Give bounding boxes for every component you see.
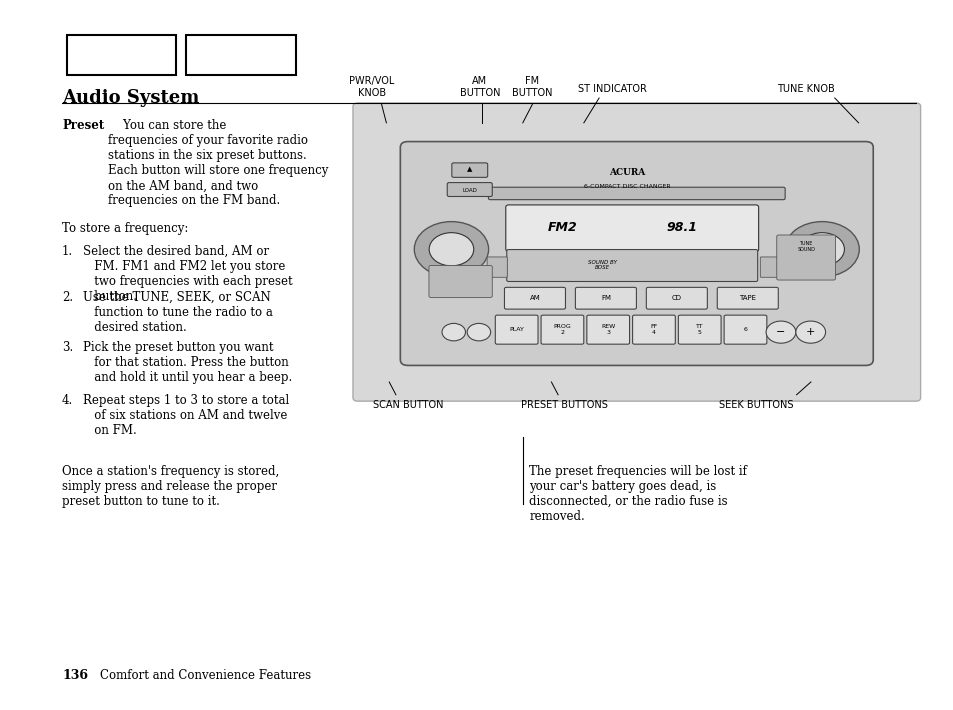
FancyBboxPatch shape bbox=[487, 257, 507, 278]
FancyBboxPatch shape bbox=[575, 288, 636, 309]
Text: PRESET BUTTONS: PRESET BUTTONS bbox=[520, 400, 608, 410]
Text: LOAD: LOAD bbox=[462, 188, 476, 193]
Text: Once a station's frequency is stored,
simply press and release the proper
preset: Once a station's frequency is stored, si… bbox=[62, 465, 279, 508]
FancyBboxPatch shape bbox=[429, 266, 492, 297]
Text: Repeat steps 1 to 3 to store a total
   of six stations on AM and twelve
   on F: Repeat steps 1 to 3 to store a total of … bbox=[83, 394, 289, 437]
FancyBboxPatch shape bbox=[776, 235, 835, 280]
Text: 98.1: 98.1 bbox=[665, 221, 697, 234]
FancyBboxPatch shape bbox=[447, 182, 492, 197]
Text: −: − bbox=[776, 327, 785, 337]
Text: AM
BUTTON: AM BUTTON bbox=[459, 77, 499, 98]
FancyBboxPatch shape bbox=[452, 163, 487, 178]
FancyBboxPatch shape bbox=[505, 205, 758, 251]
Text: ST INDICATOR: ST INDICATOR bbox=[578, 84, 646, 94]
Circle shape bbox=[765, 321, 795, 343]
Text: To store a frequency:: To store a frequency: bbox=[62, 222, 188, 234]
Text: 136: 136 bbox=[62, 669, 88, 682]
Circle shape bbox=[467, 323, 490, 341]
Text: 6-COMPACT DISC CHANGER: 6-COMPACT DISC CHANGER bbox=[584, 184, 670, 189]
Text: PROG
2: PROG 2 bbox=[553, 324, 571, 335]
FancyBboxPatch shape bbox=[632, 315, 675, 344]
Text: PLAY: PLAY bbox=[509, 327, 523, 332]
FancyBboxPatch shape bbox=[353, 103, 920, 401]
FancyBboxPatch shape bbox=[504, 288, 565, 309]
Circle shape bbox=[441, 323, 465, 341]
Text: FF
4: FF 4 bbox=[650, 324, 657, 335]
Text: TUNE
SOUND: TUNE SOUND bbox=[797, 241, 814, 252]
Text: +: + bbox=[805, 327, 815, 337]
Text: Use the TUNE, SEEK, or SCAN
   function to tune the radio to a
   desired statio: Use the TUNE, SEEK, or SCAN function to … bbox=[83, 291, 273, 334]
FancyBboxPatch shape bbox=[495, 315, 537, 344]
Text: ACURA: ACURA bbox=[609, 168, 645, 178]
Text: FM
BUTTON: FM BUTTON bbox=[512, 77, 552, 98]
FancyBboxPatch shape bbox=[717, 288, 778, 309]
Text: 6: 6 bbox=[742, 327, 746, 332]
Text: Select the desired band, AM or
   FM. FM1 and FM2 let you store
   two frequenci: Select the desired band, AM or FM. FM1 a… bbox=[83, 245, 293, 303]
FancyBboxPatch shape bbox=[586, 315, 629, 344]
Bar bbox=[186, 36, 295, 75]
Text: 2.: 2. bbox=[62, 291, 73, 304]
Text: The preset frequencies will be lost if
your car's battery goes dead, is
disconne: The preset frequencies will be lost if y… bbox=[529, 465, 746, 523]
Circle shape bbox=[795, 321, 824, 343]
Text: You can store the
frequencies of your favorite radio
stations in the six preset : You can store the frequencies of your fa… bbox=[108, 119, 328, 207]
Text: 1.: 1. bbox=[62, 245, 73, 258]
Text: ▲: ▲ bbox=[467, 167, 472, 173]
Text: CD: CD bbox=[671, 295, 681, 301]
FancyBboxPatch shape bbox=[506, 249, 757, 281]
Circle shape bbox=[784, 222, 859, 277]
Text: Audio System: Audio System bbox=[62, 89, 199, 106]
Text: Preset: Preset bbox=[62, 119, 104, 132]
Text: FM: FM bbox=[600, 295, 610, 301]
FancyBboxPatch shape bbox=[400, 141, 872, 366]
Text: SOUND BY
BOSE: SOUND BY BOSE bbox=[587, 260, 617, 271]
Text: PWR/VOL
KNOB: PWR/VOL KNOB bbox=[349, 77, 395, 98]
Text: FM2: FM2 bbox=[548, 221, 578, 234]
Circle shape bbox=[429, 233, 474, 266]
Text: AM: AM bbox=[529, 295, 539, 301]
Text: TT
5: TT 5 bbox=[695, 324, 702, 335]
Text: 4.: 4. bbox=[62, 394, 73, 407]
Text: 3.: 3. bbox=[62, 341, 73, 354]
FancyBboxPatch shape bbox=[678, 315, 720, 344]
Text: SEEK BUTTONS: SEEK BUTTONS bbox=[719, 400, 793, 410]
Text: TAPE: TAPE bbox=[739, 295, 756, 301]
Text: SCAN BUTTON: SCAN BUTTON bbox=[373, 400, 443, 410]
Circle shape bbox=[799, 233, 843, 266]
Circle shape bbox=[414, 222, 488, 277]
Bar bbox=[67, 36, 176, 75]
FancyBboxPatch shape bbox=[645, 288, 706, 309]
FancyBboxPatch shape bbox=[723, 315, 766, 344]
FancyBboxPatch shape bbox=[760, 257, 780, 278]
Text: TUNE KNOB: TUNE KNOB bbox=[777, 84, 834, 94]
Text: Comfort and Convenience Features: Comfort and Convenience Features bbox=[100, 669, 311, 682]
FancyBboxPatch shape bbox=[488, 187, 784, 200]
FancyBboxPatch shape bbox=[540, 315, 583, 344]
Text: REW
3: REW 3 bbox=[600, 324, 615, 335]
Text: Pick the preset button you want
   for that station. Press the button
   and hol: Pick the preset button you want for that… bbox=[83, 341, 292, 384]
